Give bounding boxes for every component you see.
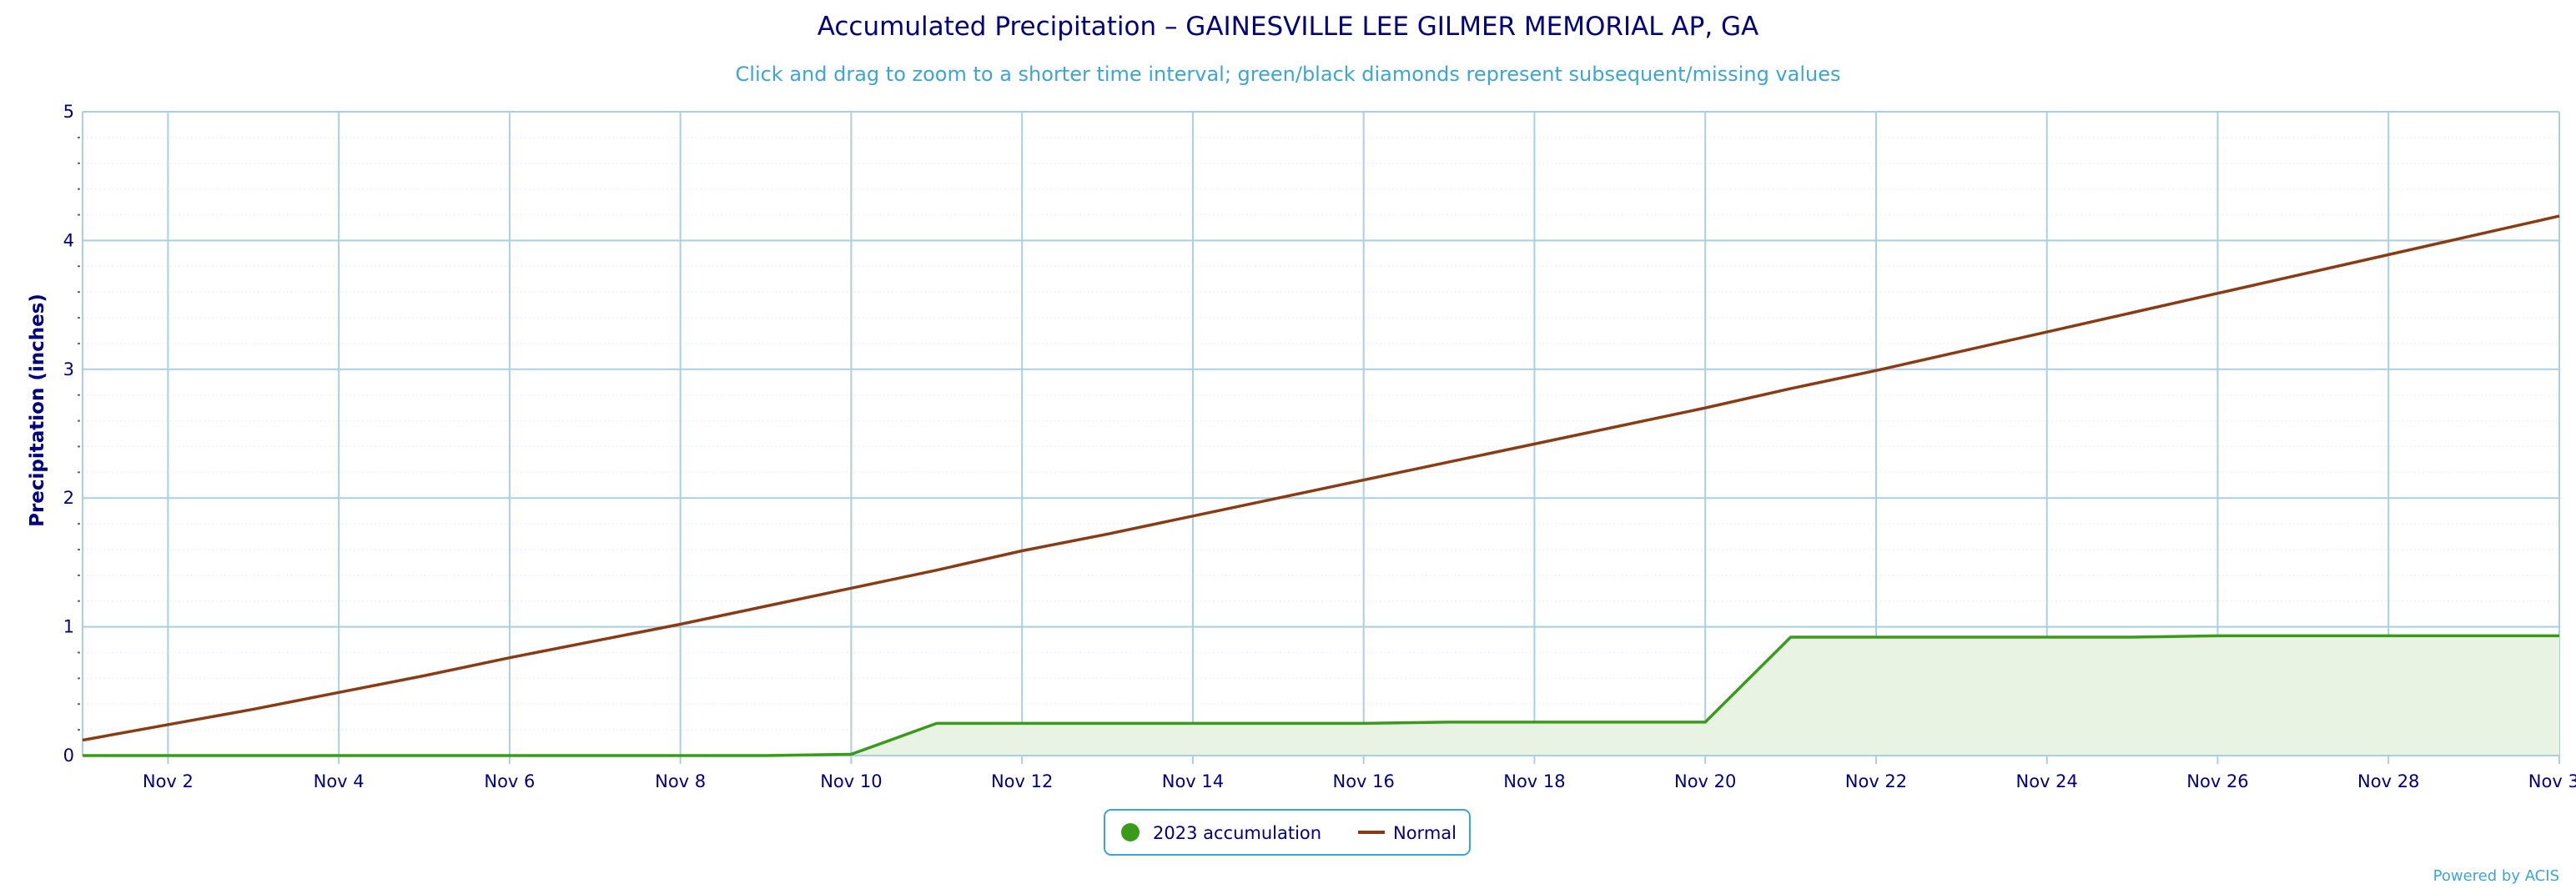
legend-box [1104, 809, 1471, 856]
powered-by-credit[interactable]: Powered by ACIS [2433, 867, 2559, 885]
legend[interactable]: 2023 accumulation Normal [1104, 809, 1471, 856]
x-tick-label: Nov 16 [1332, 771, 1394, 791]
x-tick-label: Nov 8 [655, 771, 706, 791]
y-tick-label: 1 [63, 617, 74, 637]
series-line-accumulation [83, 634, 2559, 757]
plot-area[interactable]: 0 1 2 3 4 5 Nov 2 Nov 4 Nov 6 Nov 8 Nov 10 Nov 12 No… [63, 102, 2576, 791]
x-tick-label: Nov 20 [1674, 771, 1736, 791]
series-area-fill [83, 635, 2559, 756]
x-tick-label: Nov 10 [820, 771, 882, 791]
legend-label-accumulation: 2023 accumulation [1153, 823, 1321, 843]
x-tick-label: Nov 6 [484, 771, 535, 791]
y-tick-label: 4 [63, 230, 74, 250]
x-tick-label: Nov 14 [1162, 771, 1224, 791]
x-tick-label: Nov 26 [2186, 771, 2248, 791]
x-tick-label: Nov 22 [1845, 771, 1907, 791]
x-tick-label: Nov 4 [314, 771, 365, 791]
x-tick-label: Nov 30 [2528, 771, 2576, 791]
x-tick-label: Nov 28 [2357, 771, 2419, 791]
y-tick-label: 2 [63, 488, 74, 508]
x-tick-label: Nov 18 [1503, 771, 1565, 791]
y-tick-label: 0 [63, 746, 74, 766]
y-tick-label: 5 [63, 102, 74, 122]
y-tick-label: 3 [63, 359, 74, 379]
x-tick-label: Nov 24 [2016, 771, 2078, 791]
chart-subtitle: Click and drag to zoom to a shorter time… [736, 63, 1841, 86]
legend-label-normal: Normal [1393, 823, 1457, 843]
series-line-normal [82, 214, 2560, 742]
y-axis-label: Precipitation (inches) [27, 294, 48, 527]
legend-marker-accumulation [1121, 823, 1140, 841]
chart-title: Accumulated Precipitation – GAINESVILLE … [818, 12, 1759, 42]
x-tick-label: Nov 12 [991, 771, 1053, 791]
x-tick-label: Nov 2 [143, 771, 194, 791]
